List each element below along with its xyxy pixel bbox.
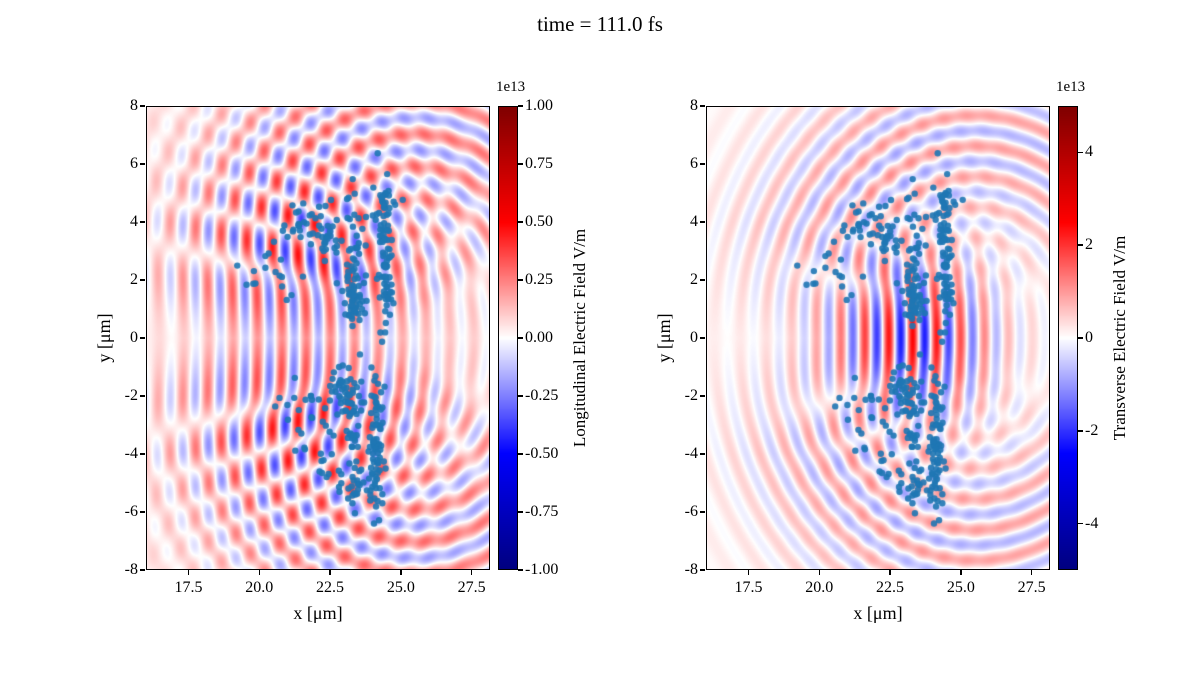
colorbar-tick [518, 279, 523, 281]
y-tick [700, 105, 705, 107]
y-tick [700, 337, 705, 339]
heatmap-canvas-transverse [706, 106, 1050, 570]
x-tick [1030, 570, 1033, 575]
colorbar-tick-label: 0.25 [525, 271, 553, 288]
y-tick-label: -6 [124, 503, 138, 520]
colorbar-transverse: 1e13 Transverse Electric Field V/m 4 2 0 -2… [1056, 79, 1129, 570]
y-tick-label: -4 [684, 445, 698, 462]
colorbar-tick [1078, 522, 1083, 525]
colorbar-tick [518, 569, 523, 571]
y-tick-label: -2 [684, 387, 698, 404]
y-tick [700, 453, 705, 455]
y-tick-label: 8 [690, 97, 698, 114]
x-tick [889, 570, 891, 575]
y-tick [140, 337, 145, 339]
colorbar-tick-label: -0.50 [525, 445, 559, 462]
y-tick [700, 395, 705, 397]
colorbar-tick-label: -0.25 [525, 387, 559, 404]
colorbar-tick [518, 105, 523, 107]
x-tick-label: 25.0 [946, 579, 975, 596]
colorbar-tick-label: -0.75 [525, 503, 559, 520]
x-tick [258, 570, 260, 575]
x-tick [470, 570, 473, 575]
colorbar-tick [1078, 244, 1083, 246]
colorbar-tick-label: -4 [1085, 514, 1099, 532]
colorbar-exponent: 1e13 [1056, 79, 1086, 95]
y-tick-label: 6 [130, 155, 138, 172]
y-tick [140, 279, 145, 281]
x-tick-label: 22.5 [876, 579, 905, 596]
y-tick [700, 163, 705, 165]
colorbar-tick [518, 511, 523, 513]
x-tick-label: 17.5 [174, 579, 203, 596]
x-tick [329, 570, 331, 575]
colorbar-canvas [1058, 106, 1078, 570]
y-tick [140, 221, 145, 223]
x-tick [818, 570, 820, 575]
colorbar-tick [518, 221, 523, 223]
colorbar-tick-label: 0.75 [525, 155, 553, 172]
panel-transverse: y [μm] x [μm] 1e13 Transverse Electric F… [654, 79, 1129, 623]
x-tick-label: 22.5 [316, 579, 345, 596]
x-tick [960, 570, 962, 575]
colorbar-tick-label: 4 [1085, 143, 1093, 161]
y-tick-label: 6 [690, 155, 698, 172]
y-tick-label: 4 [130, 213, 138, 230]
y-tick [140, 395, 145, 397]
heatmap-canvas-longitudinal [146, 106, 490, 570]
colorbar-tick-label: 0.00 [525, 329, 553, 346]
x-axis-label: x [μm] [293, 603, 343, 623]
y-tick [140, 163, 145, 165]
y-tick [140, 511, 145, 513]
colorbar-tick-label: 2 [1085, 236, 1093, 254]
panel-longitudinal: y [μm] x [μm] 1e13 Longitudinal Electric… [94, 79, 589, 623]
x-tick [187, 570, 190, 575]
x-tick [747, 570, 750, 575]
x-tick-label: 20.0 [245, 579, 274, 596]
x-tick [400, 570, 402, 575]
x-axis-label: x [μm] [853, 603, 903, 623]
y-tick-label: 2 [130, 271, 138, 288]
y-tick [700, 569, 705, 571]
y-tick-label: 8 [130, 97, 138, 114]
x-tick-label: 17.5 [734, 579, 763, 596]
y-tick-label: -4 [124, 445, 138, 462]
y-tick [140, 453, 145, 455]
y-tick-label: -8 [124, 561, 138, 578]
y-tick [700, 279, 705, 281]
colorbar-tick [518, 453, 523, 455]
y-tick-label: 0 [130, 329, 138, 346]
figure-title: time = 111.0 fs [537, 12, 663, 36]
colorbar-tick [1078, 151, 1083, 154]
colorbar-exponent: 1e13 [496, 79, 526, 95]
colorbar-tick-label: 1.00 [525, 97, 553, 114]
x-tick-label: 27.5 [1017, 579, 1046, 596]
colorbar-tick-label: 0.50 [525, 213, 553, 230]
x-tick-label: 27.5 [457, 579, 486, 596]
y-tick [700, 221, 705, 223]
colorbar-tick [518, 163, 523, 165]
colorbar-canvas [498, 106, 518, 570]
y-tick [140, 105, 145, 107]
x-tick-label: 25.0 [386, 579, 415, 596]
colorbar-tick [1078, 430, 1083, 432]
x-tick-label: 20.0 [805, 579, 834, 596]
y-tick-label: 2 [690, 271, 698, 288]
colorbar-tick-label: -1.00 [525, 561, 559, 578]
colorbar-longitudinal: 1e13 Longitudinal Electric Field V/m 1.0… [496, 79, 589, 578]
y-tick [140, 569, 145, 571]
colorbar-tick [1078, 337, 1083, 339]
y-tick-label: -8 [684, 561, 698, 578]
colorbar-tick-label: 0 [1085, 329, 1093, 346]
colorbar-tick [518, 395, 523, 397]
y-tick-label: 4 [690, 213, 698, 230]
colorbar-tick-label: -2 [1085, 421, 1099, 439]
y-tick-label: -2 [124, 387, 138, 404]
y-tick-label: 0 [690, 329, 698, 346]
y-tick [700, 511, 705, 513]
colorbar-tick [518, 337, 523, 339]
y-tick-label: -6 [684, 503, 698, 520]
